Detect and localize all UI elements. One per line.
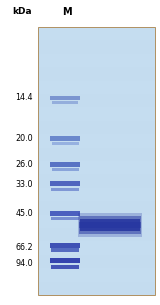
Bar [50, 242, 80, 248]
Bar [38, 201, 155, 215]
Bar [38, 215, 155, 228]
Bar [38, 282, 155, 295]
Bar [38, 188, 155, 201]
Bar [79, 222, 141, 234]
Text: 45.0: 45.0 [15, 209, 33, 218]
Text: 94.0: 94.0 [15, 259, 33, 268]
Bar [38, 174, 155, 188]
Bar [38, 27, 155, 295]
Bar [38, 134, 155, 148]
Bar [38, 148, 155, 161]
Bar [51, 265, 79, 269]
Bar [50, 181, 80, 186]
Bar [38, 27, 155, 40]
Text: 66.2: 66.2 [15, 242, 33, 252]
Bar [78, 225, 142, 237]
Bar [52, 142, 79, 145]
Text: 26.0: 26.0 [15, 160, 33, 169]
Bar [50, 211, 80, 216]
Text: 14.4: 14.4 [16, 93, 33, 102]
Bar [38, 40, 155, 54]
Bar [38, 67, 155, 81]
Bar [79, 216, 141, 228]
Bar [38, 241, 155, 255]
Bar [50, 136, 80, 141]
Bar [38, 268, 155, 282]
Bar [38, 54, 155, 67]
Bar [38, 94, 155, 107]
Bar [51, 248, 79, 252]
Bar [38, 121, 155, 134]
Bar [52, 168, 79, 171]
Bar [38, 228, 155, 241]
Bar [52, 101, 78, 104]
Bar [50, 162, 80, 167]
Bar [78, 213, 142, 225]
Bar [38, 107, 155, 121]
Text: 33.0: 33.0 [16, 180, 33, 189]
Bar [50, 95, 80, 100]
Bar [51, 188, 79, 191]
Bar [51, 217, 79, 220]
Bar [80, 219, 140, 231]
Text: 20.0: 20.0 [15, 134, 33, 143]
Text: M: M [62, 7, 72, 17]
Bar [50, 258, 80, 263]
Bar [38, 81, 155, 94]
Bar [38, 161, 155, 174]
Bar [38, 255, 155, 268]
Text: kDa: kDa [12, 8, 32, 16]
